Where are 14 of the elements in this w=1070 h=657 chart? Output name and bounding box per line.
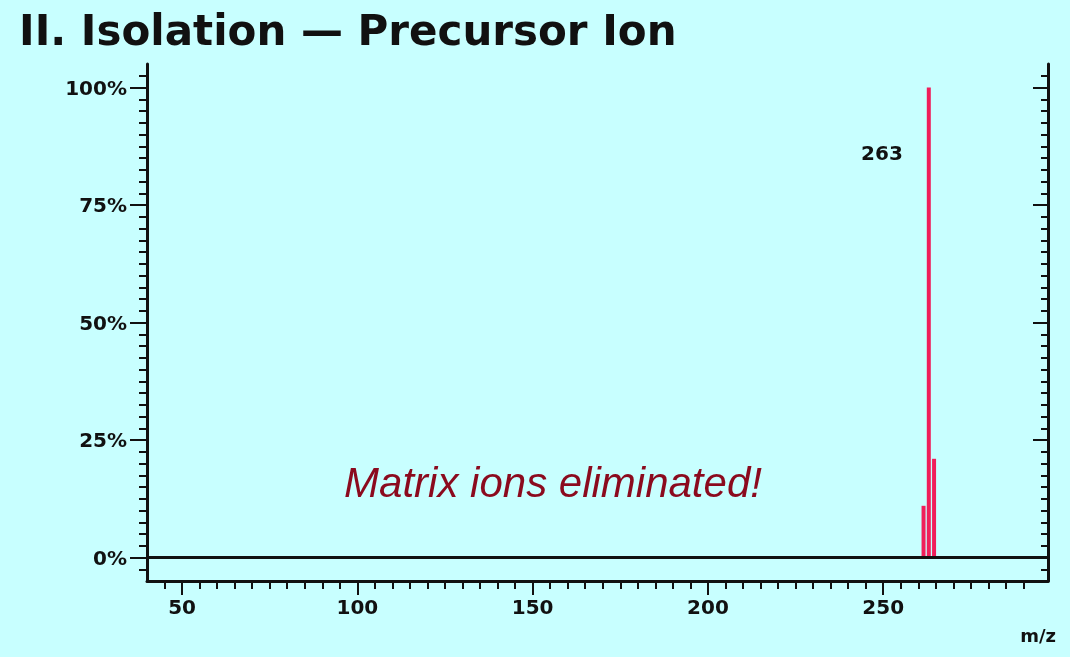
x-axis-title: m/z [1020,624,1056,646]
x-tick-label: 250 [862,595,905,619]
x-tick-label: 150 [511,595,554,619]
x-tick-label: 100 [336,595,379,619]
annotation: Matrix ions eliminated! [344,458,763,506]
y-tick-label: 0% [93,545,127,570]
y-tick-label: 75% [79,193,127,217]
y-tick-label: 100% [65,75,127,100]
x-tick-label: 200 [687,595,729,619]
x-tick-label: 50 [168,595,196,619]
y-tick-label: 25% [79,428,127,452]
y-tick-label: 50% [79,310,127,335]
annotation: 263 [861,141,903,166]
chart-title: II. Isolation — Precursor Ion [19,5,677,55]
